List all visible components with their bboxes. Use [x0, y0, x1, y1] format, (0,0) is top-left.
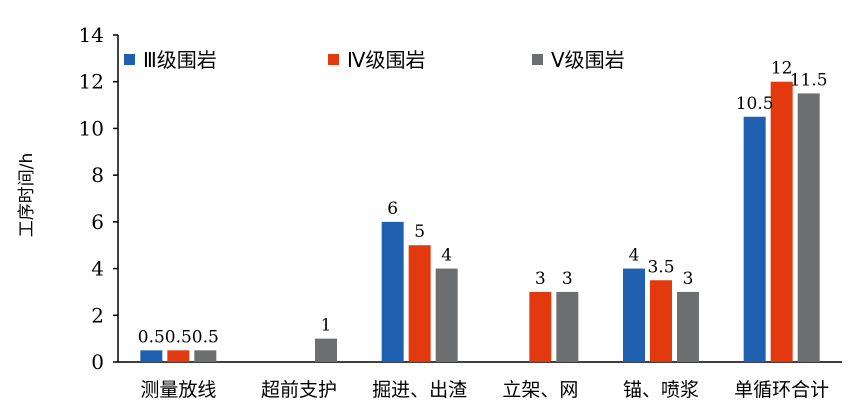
category-label: 立架、网 — [502, 379, 578, 401]
category-label: 测量放线 — [140, 379, 216, 401]
bar-value-label: 0.5 — [165, 327, 192, 347]
bar — [529, 291, 552, 362]
bar-value-label: 12 — [771, 59, 793, 79]
bar — [381, 221, 404, 362]
bar — [650, 280, 672, 362]
category-label: 锚、喷浆 — [623, 379, 699, 401]
y-tick-label: 14 — [79, 23, 104, 47]
y-tick-label: 6 — [91, 210, 104, 234]
legend-label: Ⅳ级围岩 — [347, 48, 425, 72]
legend-swatch — [532, 54, 543, 65]
category-label: 单循环合计 — [734, 379, 829, 401]
bar-value-label: 11.5 — [790, 70, 828, 90]
y-axis-label: 工序时间/h — [17, 153, 37, 238]
bar-value-label: 6 — [387, 199, 398, 219]
bar — [315, 338, 337, 362]
y-tick-label: 10 — [79, 116, 104, 140]
y-tick-label: 0 — [91, 350, 104, 374]
legend-swatch — [124, 54, 135, 65]
category-label: 掘进、出渣 — [372, 379, 467, 401]
legend-label: Ⅲ级围岩 — [143, 48, 217, 72]
y-tick-label: 4 — [91, 257, 104, 281]
bar — [743, 116, 766, 362]
bar — [623, 268, 645, 362]
bars — [140, 81, 820, 363]
y-tick-label: 8 — [91, 163, 104, 187]
bar — [194, 350, 217, 362]
bar — [435, 268, 458, 362]
y-tick-label: 12 — [79, 70, 104, 94]
legend: Ⅲ级围岩 Ⅳ级围岩 Ⅴ级围岩 — [124, 48, 625, 72]
bar-value-label: 0.5 — [192, 327, 219, 347]
bar — [797, 93, 820, 363]
bar — [167, 350, 190, 362]
bar — [677, 291, 699, 362]
category-label: 超前支护 — [261, 379, 337, 401]
bar — [770, 81, 793, 362]
bar-value-label: 3 — [683, 269, 694, 289]
bar-value-label: 3.5 — [647, 257, 674, 277]
bar — [140, 350, 163, 362]
bar-value-label: 10.5 — [736, 94, 774, 114]
axes — [117, 35, 842, 363]
y-axis-label-group: 工序时间/h — [17, 153, 37, 238]
y-tick-labels: 0 2 4 6 8 10 12 14 — [79, 23, 118, 374]
legend-label: Ⅴ级围岩 — [551, 48, 625, 72]
bar-value-label: 3 — [535, 269, 546, 289]
bar-value-label: 1 — [321, 316, 332, 336]
bar-value-label: 4 — [441, 246, 452, 266]
bar-value-label: 3 — [562, 269, 573, 289]
bar-value-label: 5 — [414, 222, 425, 242]
bar-value-label: 4 — [629, 246, 640, 266]
category-labels: 测量放线 超前支护 掘进、出渣 立架、网 锚、喷浆 单循环合计 — [140, 379, 829, 401]
bar — [408, 245, 431, 362]
bar — [556, 291, 579, 362]
bar-value-label: 0.5 — [138, 327, 165, 347]
y-tick-label: 2 — [91, 303, 104, 327]
legend-swatch — [328, 54, 339, 65]
